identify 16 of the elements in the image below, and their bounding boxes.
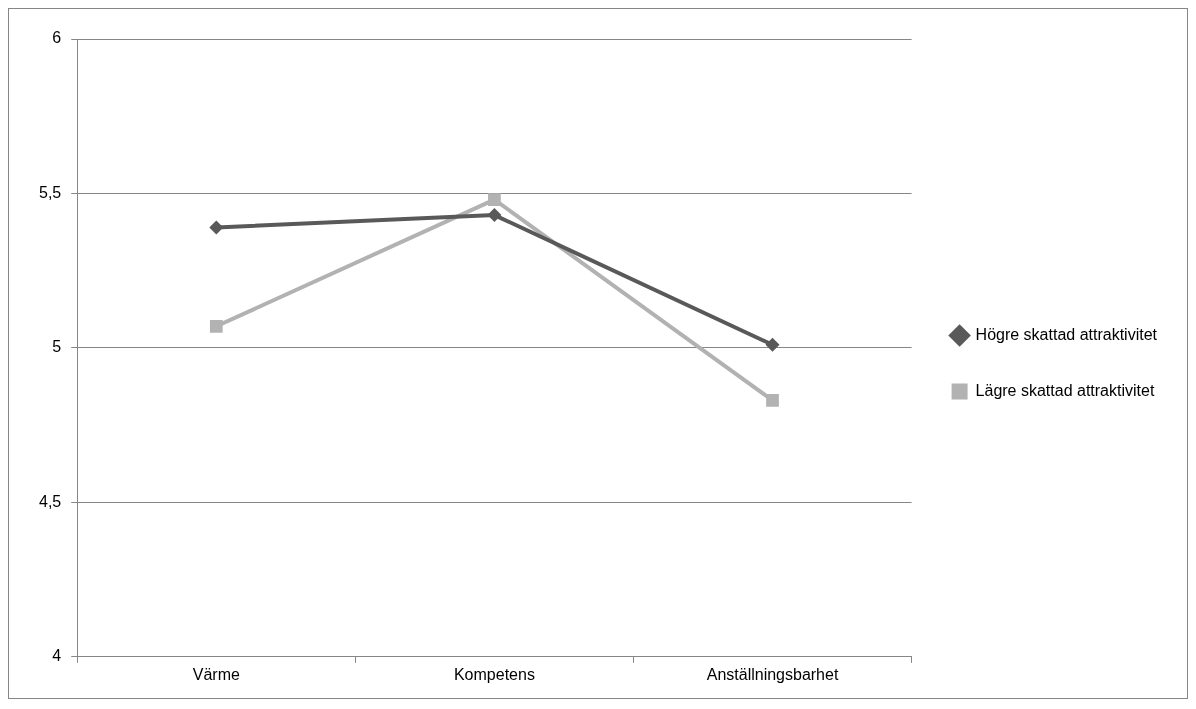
y-tick-label: 5: [52, 338, 62, 356]
point: [209, 220, 224, 235]
legend-label: Högre skattad attraktivitet: [975, 325, 1158, 343]
legend-label: Lägre skattad attraktivitet: [975, 381, 1155, 399]
y-tick-label: 4: [52, 647, 62, 665]
y-tick-label: 4,5: [38, 492, 62, 510]
x-tick-label: Anställningsbarhet: [706, 665, 839, 683]
point: [487, 208, 502, 223]
x-tick-label: Värme: [192, 665, 240, 683]
y-tick-label: 6: [52, 29, 62, 47]
point: [488, 193, 501, 206]
x-tick-label: Kompetens: [453, 665, 535, 683]
point: [766, 394, 779, 407]
y-tick-label: 5,5: [38, 183, 62, 201]
point: [765, 337, 780, 352]
point: [209, 319, 223, 333]
